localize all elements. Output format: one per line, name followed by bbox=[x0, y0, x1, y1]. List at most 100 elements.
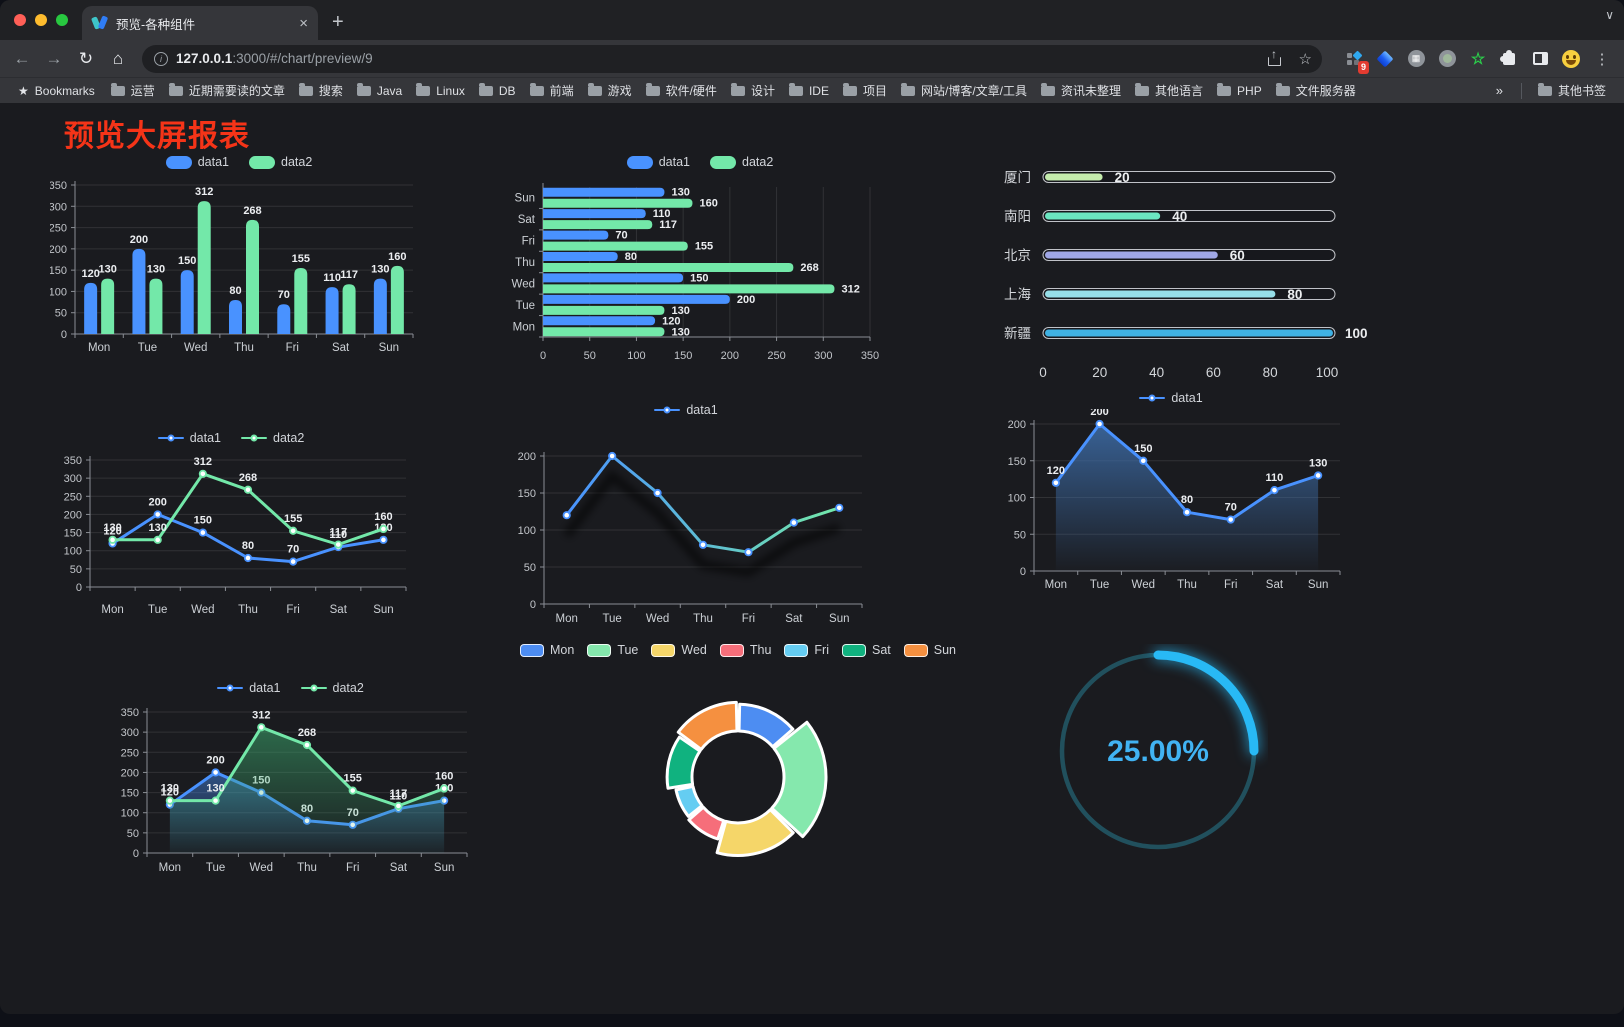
hbar-data2-Wed[interactable] bbox=[543, 284, 835, 294]
hbar-data1-Tue[interactable] bbox=[543, 294, 730, 304]
bar-data1-Sun[interactable] bbox=[373, 278, 387, 334]
progress-fill-北京[interactable] bbox=[1045, 251, 1218, 259]
data-point-data2-Thu[interactable] bbox=[302, 740, 312, 750]
bar-data2-Tue[interactable] bbox=[149, 278, 163, 334]
bookmark-folder[interactable]: DB bbox=[473, 81, 522, 101]
pie-slice-Mon[interactable] bbox=[737, 702, 795, 749]
recorder-extension-icon[interactable] bbox=[1435, 47, 1459, 71]
data-point-data2-Sun[interactable] bbox=[379, 524, 388, 534]
data-point-data1-Wed[interactable] bbox=[198, 528, 207, 537]
progress-bar-chart-canvas[interactable]: 厦门 20 南阳 40 北京 60 上海 80 新疆 100 0 20 40 60 80 100 bbox=[988, 149, 1368, 389]
data-point-data1-Fri[interactable] bbox=[289, 557, 298, 566]
pie-slice-Fri[interactable] bbox=[674, 784, 704, 818]
browser-tab[interactable]: 预览-各种组件 × bbox=[82, 6, 318, 40]
legend-item[interactable]: data1 bbox=[654, 403, 718, 417]
legend-item[interactable]: data1 bbox=[1139, 391, 1203, 405]
data-point-data2-Sun[interactable] bbox=[440, 784, 449, 793]
chrome-menu-icon[interactable]: ⋮ bbox=[1594, 50, 1610, 68]
data-point-data1-Sat[interactable] bbox=[789, 518, 798, 527]
extensions-puzzle-icon[interactable] bbox=[1497, 47, 1521, 71]
legend-item[interactable]: Fri bbox=[784, 643, 829, 657]
donut-chart-canvas[interactable] bbox=[552, 661, 924, 869]
home-button[interactable]: ⌂ bbox=[112, 48, 124, 68]
hbar-data1-Fri[interactable] bbox=[543, 230, 609, 240]
forward-button[interactable]: → bbox=[45, 48, 63, 68]
legend-item[interactable]: Sat bbox=[842, 643, 891, 657]
bar-data2-Mon[interactable] bbox=[101, 278, 115, 334]
new-tab-button[interactable]: + bbox=[332, 11, 344, 33]
data-point-data1-Wed[interactable] bbox=[653, 488, 662, 498]
legend-item[interactable]: Tue bbox=[587, 643, 638, 657]
pie-slice-Wed[interactable] bbox=[715, 808, 795, 857]
data-point-data1-Tue[interactable] bbox=[1095, 419, 1104, 429]
close-window-button[interactable] bbox=[14, 14, 26, 26]
address-bar[interactable]: i 127.0.0.1:3000/#/chart/preview/9 ☆ bbox=[142, 44, 1322, 73]
area-line-chart-canvas[interactable]: 0 50 100 150 200 Mon Tue Wed Thu Fri Sat Sun 120 200 1… bbox=[990, 406, 1352, 601]
tab-overflow-chevron-icon[interactable]: ∨ bbox=[1605, 8, 1614, 22]
bookmark-folder[interactable]: 游戏 bbox=[582, 79, 638, 102]
data-point-data2-Mon[interactable] bbox=[108, 535, 117, 544]
data-point-data2-Thu[interactable] bbox=[243, 485, 253, 494]
data-point-data1-Sun[interactable] bbox=[1314, 471, 1323, 480]
data-point-data1-Sun[interactable] bbox=[835, 503, 844, 512]
zoom-window-button[interactable] bbox=[56, 14, 68, 26]
proxy-extension-icon[interactable]: 9 bbox=[1342, 47, 1369, 74]
progress-fill-南阳[interactable] bbox=[1045, 212, 1161, 220]
legend-item[interactable]: data1 bbox=[217, 681, 281, 695]
bookmarks-overflow-button[interactable]: » bbox=[1495, 83, 1503, 98]
hbar-data2-Thu[interactable] bbox=[543, 263, 794, 272]
reload-button[interactable]: ↻ bbox=[78, 48, 94, 68]
progress-fill-上海[interactable] bbox=[1045, 290, 1276, 298]
legend-item[interactable]: data1 bbox=[157, 431, 221, 445]
bar-data1-Thu[interactable] bbox=[229, 299, 242, 334]
hbar-data1-Mon[interactable] bbox=[543, 316, 656, 326]
data-point-data2-Sat[interactable] bbox=[394, 801, 403, 810]
bookmark-folder[interactable]: 设计 bbox=[725, 79, 781, 102]
bar-data2-Sat[interactable] bbox=[342, 284, 356, 334]
data-point-data1-Thu[interactable] bbox=[1182, 508, 1192, 517]
bookmarks-root[interactable]: ★ Bookmarks bbox=[12, 81, 101, 101]
bar-data1-Mon[interactable] bbox=[84, 282, 98, 334]
legend-item[interactable]: data2 bbox=[249, 155, 312, 169]
tab-close-icon[interactable]: × bbox=[299, 14, 308, 32]
gauge-chart-canvas[interactable]: 25.00% bbox=[1048, 644, 1268, 859]
legend-item[interactable]: Thu bbox=[719, 643, 771, 657]
bookmark-folder[interactable]: 文件服务器 bbox=[1270, 79, 1362, 102]
gradient-line-chart-canvas[interactable]: 0 50 100 150 200 Mon Tue Wed Thu Fri Sat Sun bbox=[500, 421, 872, 633]
data-point-data1-Tue[interactable] bbox=[153, 510, 162, 519]
double-area-line-chart-canvas[interactable]: 0 50 100 150 200 250 300 350 Mon Tue Wed Thu Fri Sat S… bbox=[103, 699, 478, 885]
site-info-icon[interactable]: i bbox=[154, 51, 168, 66]
bookmark-folder[interactable]: 前端 bbox=[524, 79, 580, 102]
bookmark-star-icon[interactable]: ☆ bbox=[1298, 50, 1312, 68]
wheel-extension-icon[interactable]: ▦ bbox=[1404, 47, 1428, 71]
data-point-data1-Mon[interactable] bbox=[1051, 478, 1060, 487]
legend-item[interactable]: data2 bbox=[241, 431, 304, 445]
hbar-data2-Fri[interactable] bbox=[543, 241, 688, 251]
legend-item[interactable]: Sun bbox=[903, 643, 956, 657]
progress-fill-厦门[interactable] bbox=[1045, 173, 1103, 181]
hbar-data2-Tue[interactable] bbox=[543, 305, 665, 315]
data-point-data2-Fri[interactable] bbox=[289, 526, 298, 535]
pie-slice-Sun[interactable] bbox=[676, 700, 739, 751]
bookmark-folder[interactable]: 其他语言 bbox=[1129, 79, 1209, 102]
bar-data2-Sun[interactable] bbox=[390, 265, 404, 334]
bar-data1-Tue[interactable] bbox=[132, 248, 146, 334]
hbar-data1-Sun[interactable] bbox=[543, 187, 665, 197]
profile-avatar-icon[interactable] bbox=[1559, 47, 1583, 71]
grouped-bar-chart-canvas[interactable]: 0 50 100 150 200 250 300 350 Mon Tue Wed Thu Fri Sat S… bbox=[49, 173, 428, 371]
legend-item[interactable]: data2 bbox=[710, 155, 773, 169]
legend-item[interactable]: Wed bbox=[651, 643, 707, 657]
data-point-data1-Tue[interactable] bbox=[608, 451, 617, 461]
data-point-data1-Wed[interactable] bbox=[1139, 456, 1148, 465]
side-panel-icon[interactable] bbox=[1528, 47, 1552, 71]
data-point-data2-Wed[interactable] bbox=[257, 723, 266, 732]
bookmark-folder[interactable]: 资讯未整理 bbox=[1035, 79, 1127, 102]
hbar-data2-Sun[interactable] bbox=[543, 198, 693, 208]
bar-data2-Wed[interactable] bbox=[197, 201, 211, 334]
bar-data1-Fri[interactable] bbox=[277, 304, 291, 334]
data-point-data1-Thu[interactable] bbox=[698, 540, 708, 549]
star-extension-icon[interactable]: ☆ bbox=[1470, 50, 1486, 68]
hbar-data2-Mon[interactable] bbox=[543, 327, 665, 337]
data-point-data1-Thu[interactable] bbox=[243, 553, 253, 563]
